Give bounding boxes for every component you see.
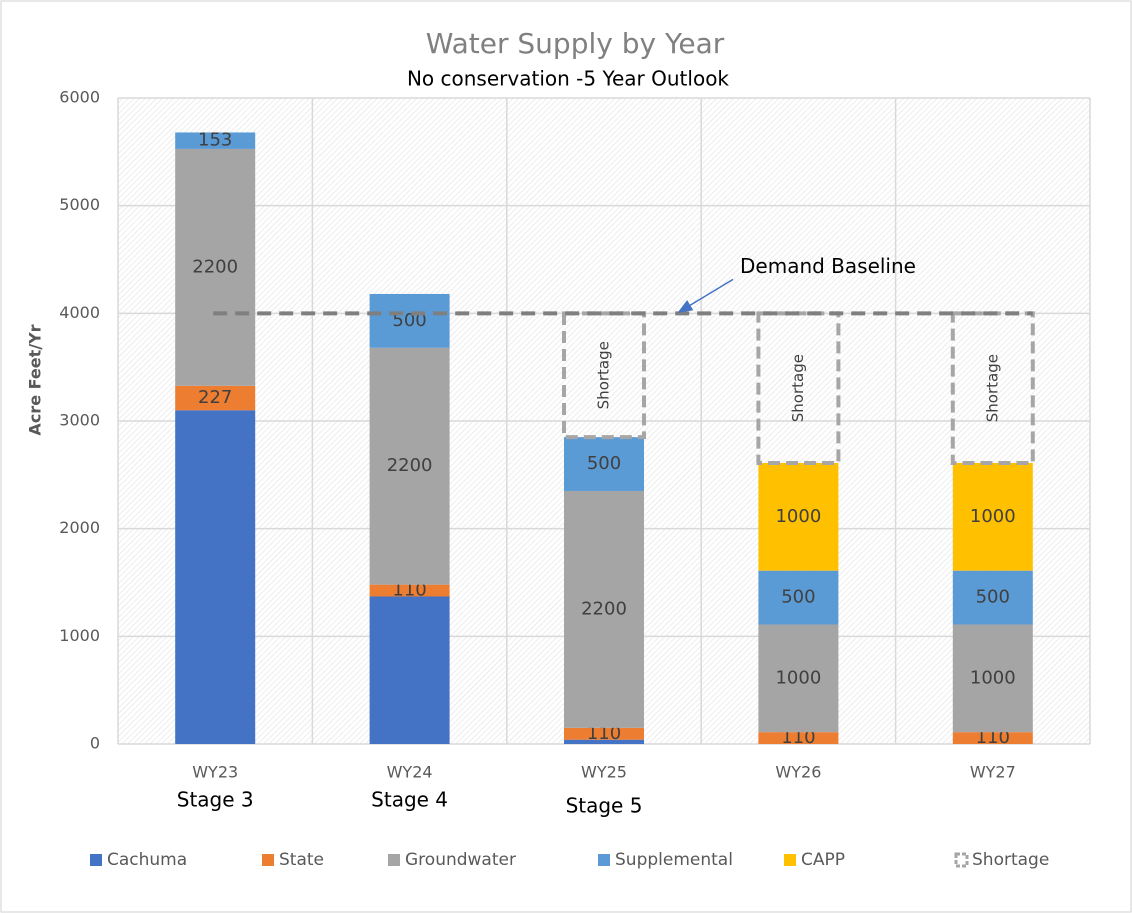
y-tick-label: 4000 [59, 303, 100, 322]
data-label: 1000 [970, 667, 1016, 688]
x-tick-label: WY23 [192, 763, 238, 782]
stage-label: Stage 5 [566, 794, 643, 818]
bar-segment [369, 596, 450, 744]
data-label: 500 [976, 587, 1010, 608]
annotation: Demand Baseline [740, 254, 916, 278]
legend-label: Groundwater [405, 850, 516, 870]
bar-segment [175, 148, 256, 386]
chart-subtitle: No conservation -5 Year Outlook [407, 67, 729, 91]
data-label: 153 [198, 130, 232, 151]
x-tick-label: WY27 [970, 763, 1016, 782]
bar-segment [952, 570, 1033, 625]
legend-label: Cachuma [107, 850, 187, 870]
data-label: 1000 [775, 506, 821, 527]
bar-segment [952, 462, 1033, 571]
data-label: 110 [976, 727, 1010, 748]
data-label: Shortage [595, 341, 613, 409]
shortage-box [562, 311, 646, 440]
bar-segment [758, 732, 839, 744]
data-label: 110 [392, 580, 426, 601]
legend-swatch [90, 854, 102, 866]
bar-segment [564, 739, 644, 744]
bar-segment [758, 570, 839, 625]
chart-title: Water Supply by Year [426, 27, 725, 60]
data-label: 1000 [970, 506, 1016, 527]
bar-segment [369, 347, 450, 585]
bar-segment [175, 410, 256, 744]
x-tick-label: WY25 [581, 763, 627, 782]
y-axis-label: Acre Feet/Yr [26, 324, 45, 435]
y-tick-label: 2000 [59, 518, 100, 537]
legend-swatch [784, 854, 796, 866]
legend-swatch [388, 854, 400, 866]
data-label: 227 [198, 387, 232, 408]
legend-label: Supplemental [615, 850, 733, 870]
data-label: 110 [781, 727, 815, 748]
y-tick-label: 1000 [59, 626, 100, 645]
legend-swatch [954, 852, 969, 868]
bar-segment [758, 624, 839, 733]
legend-label: Shortage [972, 850, 1049, 870]
bar-segment [564, 437, 644, 491]
legend-label: State [279, 850, 324, 870]
bar-segment [564, 490, 644, 728]
data-label: Shortage [789, 354, 807, 422]
data-label: 500 [781, 587, 815, 608]
data-label: Shortage [983, 354, 1001, 422]
bar-segment [952, 732, 1033, 744]
y-tick-label: 0 [90, 734, 100, 753]
legend-label: CAPP [801, 850, 845, 870]
y-tick-label: 6000 [59, 88, 100, 107]
x-tick-label: WY26 [775, 763, 821, 782]
data-label: 1000 [775, 667, 821, 688]
annotation-arrow [677, 278, 734, 313]
stage-label: Stage 4 [371, 788, 448, 812]
bar-segment [758, 462, 839, 571]
x-tick-label: WY24 [387, 763, 433, 782]
bar-segment [952, 624, 1033, 733]
bar-segment [369, 584, 450, 597]
data-label: 500 [587, 453, 621, 474]
data-label: 110 [587, 723, 621, 744]
legend-swatch [262, 854, 274, 866]
bar-segment [369, 293, 450, 348]
data-label: 2200 [581, 598, 627, 619]
y-tick-label: 5000 [59, 195, 100, 214]
bar-segment [564, 727, 644, 740]
bar-segment [175, 385, 256, 411]
data-label: 2200 [387, 455, 433, 476]
stage-label: Stage 3 [177, 788, 254, 812]
y-tick-label: 3000 [59, 411, 100, 430]
legend-swatch [598, 854, 610, 866]
bar-segment [175, 132, 256, 149]
data-label: 2200 [192, 256, 238, 277]
